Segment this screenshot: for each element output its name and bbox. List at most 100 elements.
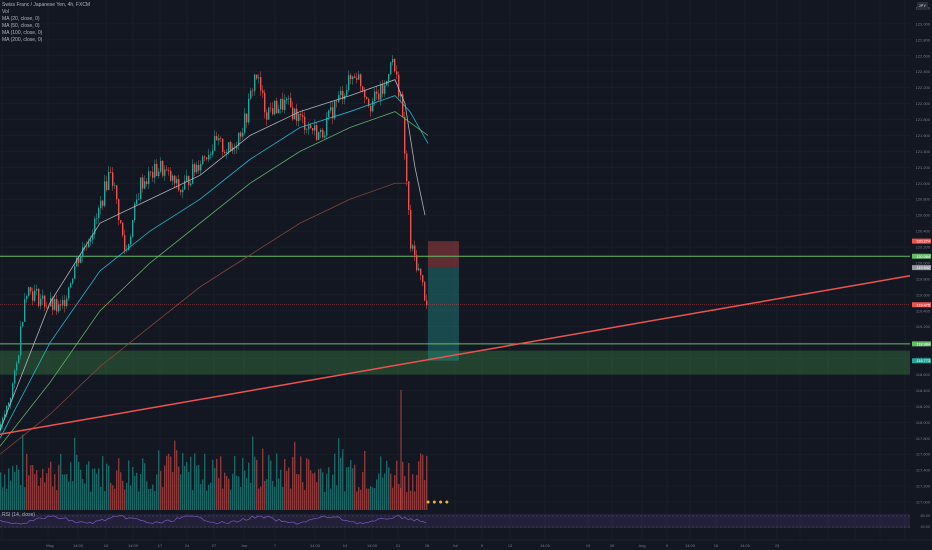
candle [310,125,312,129]
volume-bar [330,488,332,510]
candle [228,142,230,153]
price-tick-label: 121.000 [916,181,931,186]
volume-bar [426,455,428,510]
volume-bar [180,474,182,510]
volume-bar [186,461,188,510]
volume-bar [390,473,392,510]
candle [302,115,304,117]
time-tick-label: 14 [343,543,348,548]
event-icons[interactable]: ● ● ● ● [426,499,451,506]
candle [390,62,392,75]
volume-bar [198,464,200,510]
candle [380,84,382,100]
price-tick-label: 118.000 [916,420,931,425]
volume-bar [134,475,136,510]
currency-badge[interactable]: JPY [916,2,928,9]
price-tag-label: 118.773 [917,359,930,363]
candle [230,142,232,151]
volume-bar [370,486,372,510]
ma50-label: MA (50, close, 0) [2,23,40,29]
candle [128,244,130,250]
volume-bar [100,486,102,510]
candle [88,241,90,248]
candle [324,135,326,138]
candle [376,91,378,94]
candle [54,299,56,310]
candle [98,208,100,219]
volume-bar [104,491,106,510]
volume-bar [6,488,8,510]
volume-bar [26,453,28,510]
candle [288,98,290,99]
volume-bar [38,485,40,510]
candle [266,112,268,120]
price-tick-label: 118.600 [916,372,931,377]
volume-bar [72,481,74,510]
volume-bar [350,460,352,510]
volume-bar [12,465,14,510]
candle [132,219,134,237]
candle [338,95,340,102]
volume-bar [324,491,326,510]
candle [130,236,132,245]
volume-bar [342,449,344,510]
volume-bar [160,470,162,510]
candle [218,138,220,141]
price-tick-label: 117.600 [916,452,931,457]
volume-bar [326,473,328,510]
volume-bar [106,463,108,510]
volume-bar [332,474,334,510]
price-tick-label: 117.800 [916,436,931,441]
candle [264,92,266,113]
volume-bar [320,468,322,510]
candle [118,199,120,221]
candle [20,326,22,356]
candle [42,295,44,299]
volume-bar [336,485,338,510]
candle [286,98,288,101]
candle [64,300,66,307]
volume-bar [360,489,362,510]
candle [278,109,280,114]
volume-bar [302,482,304,510]
candle [178,179,180,191]
candle [382,84,384,94]
volume-bar [422,454,424,510]
volume-bar [112,485,114,510]
volume-bar [368,488,370,510]
volume-bar [232,473,234,510]
volume-bar [250,482,252,510]
take-profit-box [428,267,459,361]
candle [274,100,276,115]
time-axis: May 14:00 10 14:00 17 24 27 Jun 7 14:00 14 14:00 21 2… [0,539,932,548]
candle [156,163,158,177]
time-tick-label: 14:00 [685,543,696,548]
candle [254,74,256,91]
volume-bar [316,482,318,510]
candle [144,181,146,189]
volume-bar [182,453,184,510]
volume-bar [158,450,160,510]
candle [422,275,424,283]
candle [334,101,336,119]
volume-bar [20,484,22,510]
candle [136,199,138,205]
volume-bar [36,470,38,510]
volume-bar [124,489,126,510]
volume-bar [392,487,394,510]
volume-bar [406,491,408,510]
candle [46,306,48,308]
volume-bar [262,448,264,510]
volume-bar [126,482,128,510]
price-tag-label: 120.274 [916,240,930,244]
candle [102,200,104,206]
candle [396,71,398,75]
time-tick-label: 23 [775,543,780,548]
candle [152,171,154,178]
volume-bar [256,459,258,510]
candle [414,245,416,256]
candle [134,204,136,220]
time-tick-label: 16 [714,543,719,548]
volume-bar [148,488,150,510]
